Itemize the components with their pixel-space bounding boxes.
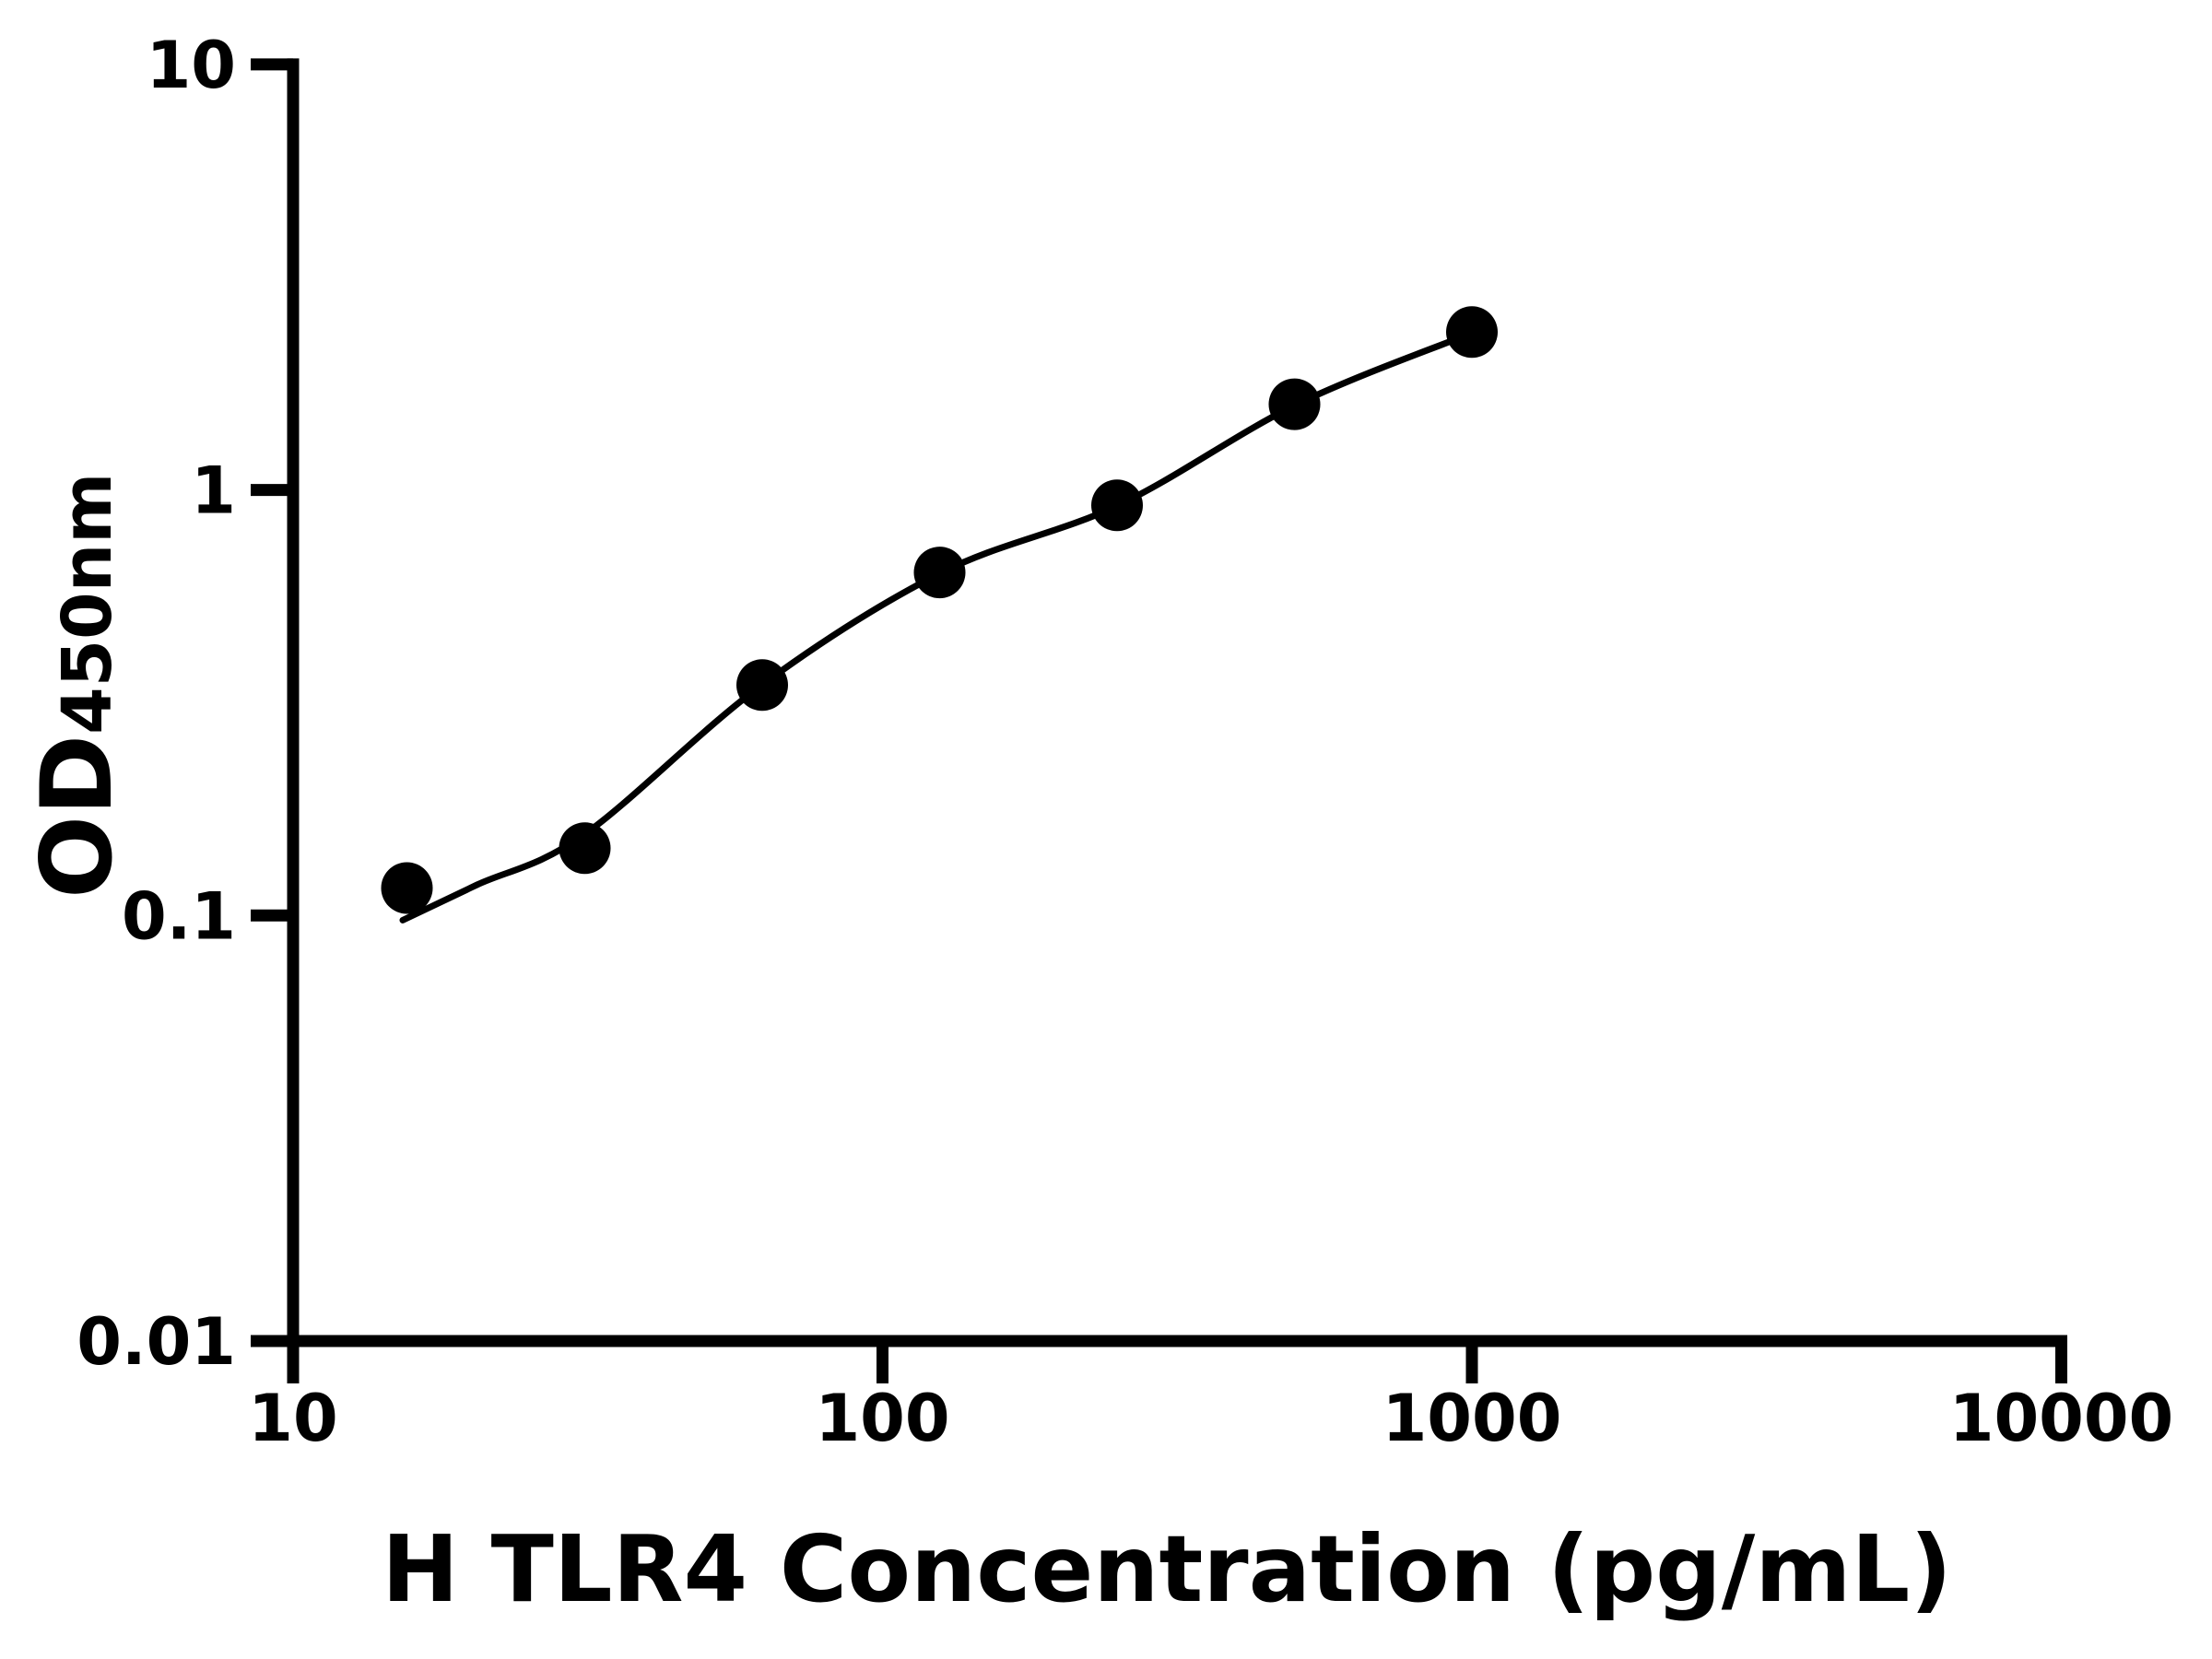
data-point: [1091, 479, 1143, 532]
plot-generated-content: 0.01 0.1 1 10 10 100 1000 10000: [76, 28, 2173, 1456]
data-point: [1268, 378, 1321, 430]
y-tick-label: 0.1: [122, 878, 236, 954]
y-tick-label: 0.01: [76, 1304, 236, 1380]
y-tick-label: 10: [147, 28, 236, 103]
x-tick-label: 100: [815, 1381, 949, 1456]
data-point: [559, 822, 611, 875]
data-point: [381, 862, 433, 914]
y-tick-label: 1: [191, 453, 236, 529]
data-point: [913, 547, 966, 599]
x-axis-title: H TLR4 Concentration (pg/mL): [382, 1515, 1952, 1623]
x-tick-label: 10: [248, 1381, 337, 1456]
x-tick-label: 10000: [1949, 1381, 2174, 1456]
y-axis-title: OD450nm: [20, 473, 134, 899]
data-point: [1446, 306, 1498, 359]
x-tick-label: 1000: [1382, 1381, 1562, 1456]
y-axis-title-main: OD: [20, 735, 134, 899]
data-point: [736, 659, 788, 712]
y-axis-title-subscript: 450nm: [48, 473, 127, 735]
